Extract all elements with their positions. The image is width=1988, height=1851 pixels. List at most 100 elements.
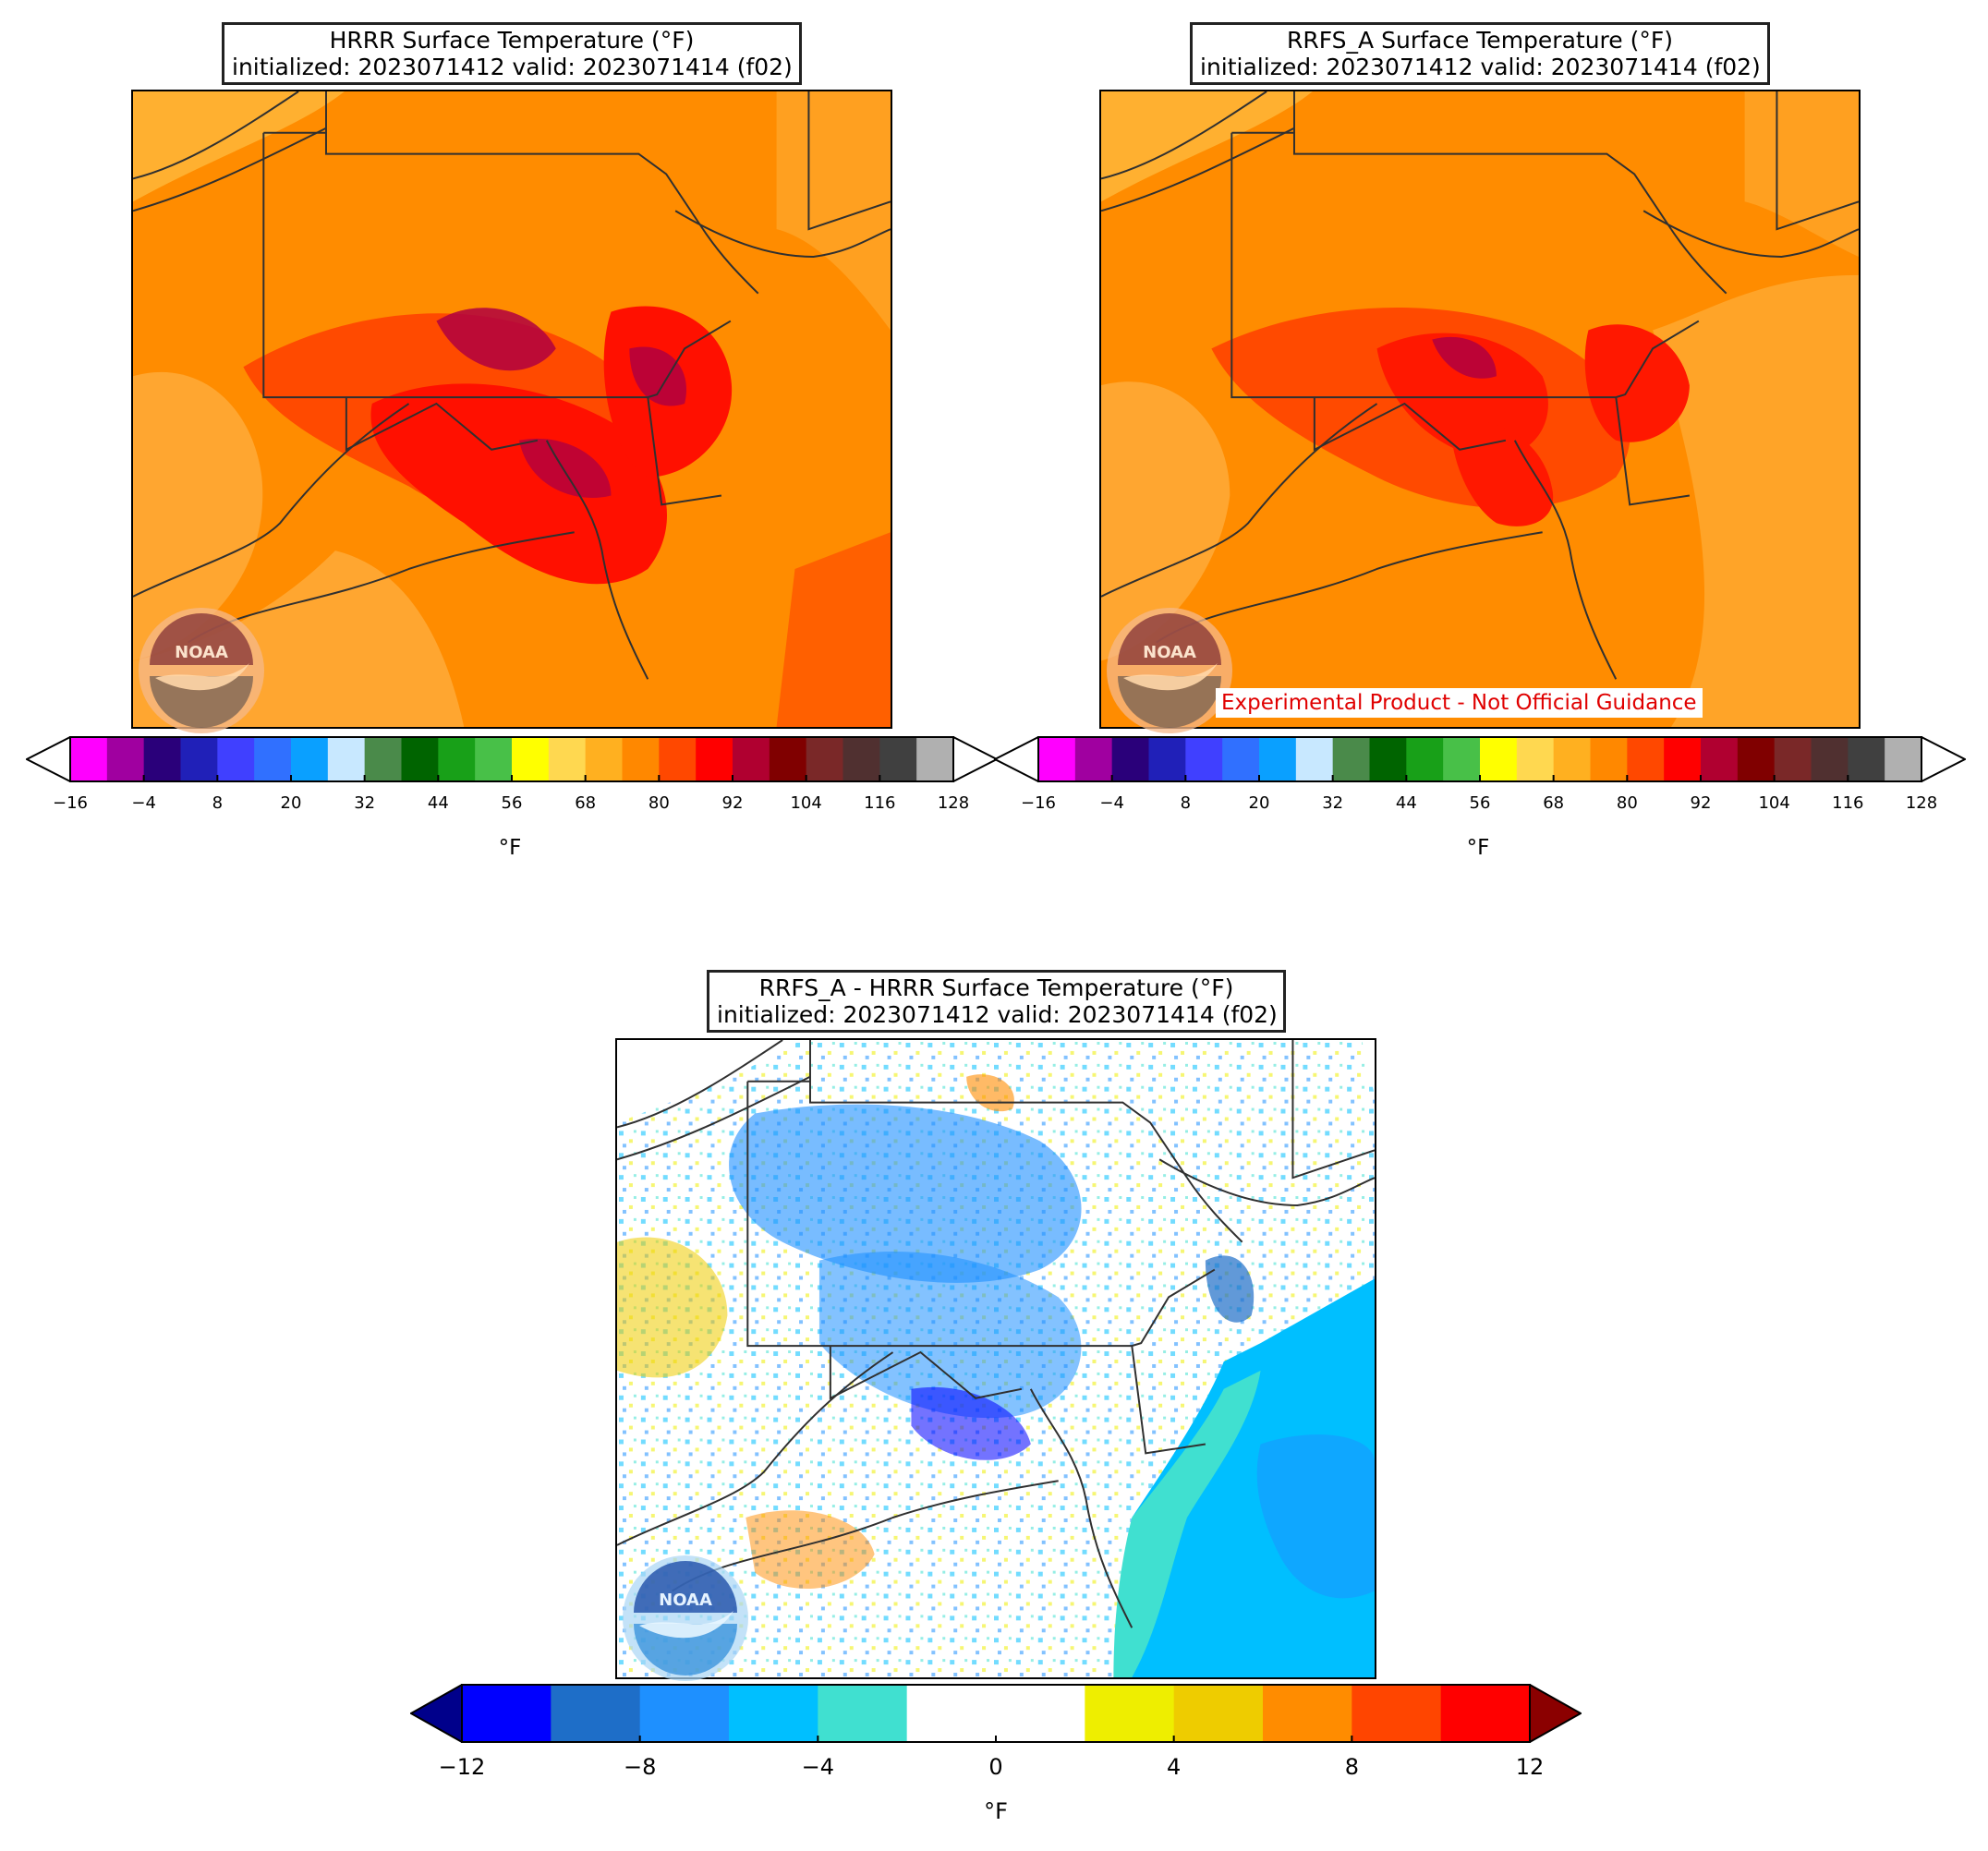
colorbar-segment xyxy=(327,737,366,781)
colorbar-segment xyxy=(1085,1685,1175,1742)
rrfs-title: RRFS_A Surface Temperature (°F) initiali… xyxy=(1190,22,1770,85)
colorbar-segment xyxy=(106,737,145,781)
colorbar-segment xyxy=(1885,737,1922,781)
colorbar-segment xyxy=(1185,737,1223,781)
colorbar-segment xyxy=(1664,737,1702,781)
colorbar-segment xyxy=(729,1685,818,1742)
noaa-logo-hrrr-text: NOAA xyxy=(175,643,228,662)
colorbar-segment xyxy=(1440,1685,1531,1742)
colorbar-segment xyxy=(1406,737,1444,781)
colorbar-segment xyxy=(1295,737,1334,781)
experimental-disclaimer: Experimental Product - Not Official Guid… xyxy=(1216,688,1703,718)
colorbar-segment xyxy=(1259,737,1297,781)
colorbar-segment xyxy=(585,737,624,781)
colorbar-segment xyxy=(1074,737,1113,781)
hrrr-colorbar: −16 −4 8 20 32 44 56 68 80 92 104 116 128 °F xyxy=(24,735,1000,860)
colorbar-tick-label: 92 xyxy=(1690,793,1712,813)
colorbar-segment xyxy=(818,1685,908,1742)
colorbar-segment xyxy=(217,737,255,781)
diff-map-svg xyxy=(617,1040,1375,1677)
colorbar-tick-label: 44 xyxy=(427,793,449,813)
colorbar-segment xyxy=(1480,737,1518,781)
colorbar-tick-label: 20 xyxy=(280,793,302,813)
colorbar-segment xyxy=(639,1685,730,1742)
colorbar-under-arrow xyxy=(24,735,71,783)
colorbar-segment xyxy=(291,737,329,781)
colorbar-segment xyxy=(438,737,476,781)
colorbar-tick-label: 92 xyxy=(721,793,744,813)
colorbar-under-arrow xyxy=(408,1683,463,1744)
colorbar-segment xyxy=(180,737,218,781)
rrfs-title-line1: RRFS_A Surface Temperature (°F) xyxy=(1287,27,1673,54)
colorbar-segment xyxy=(769,737,807,781)
colorbar-segment xyxy=(548,737,587,781)
colorbar-over-arrow xyxy=(1529,1683,1583,1744)
colorbar-tick-label: 8 xyxy=(212,793,224,813)
colorbar-tick-label: 104 xyxy=(1758,793,1790,813)
colorbar-segment xyxy=(996,1685,1085,1742)
colorbar-segment xyxy=(916,737,954,781)
colorbar-under-arrow xyxy=(992,735,1039,783)
colorbar-segment xyxy=(1811,737,1849,781)
rrfs-colorbar: −16 −4 8 20 32 44 56 68 80 92 104 116 128 °F xyxy=(992,735,1968,860)
colorbar-segment xyxy=(1553,737,1592,781)
colorbar-segment xyxy=(1737,737,1776,781)
colorbar-segment xyxy=(1701,737,1739,781)
colorbar-tick-label: 56 xyxy=(1469,793,1491,813)
colorbar-segment xyxy=(1369,737,1407,781)
colorbar-segment xyxy=(1332,737,1371,781)
colorbar-tick-label: 44 xyxy=(1395,793,1417,813)
hrrr-title: HRRR Surface Temperature (°F) initialize… xyxy=(222,22,802,85)
colorbar-tick-label: 0 xyxy=(988,1754,1003,1780)
colorbar-segment xyxy=(659,737,697,781)
diff-title-line1: RRFS_A - HRRR Surface Temperature (°F) xyxy=(758,974,1234,1001)
colorbar-segment xyxy=(906,1685,997,1742)
colorbar-segment xyxy=(1774,737,1812,781)
colorbar-over-arrow xyxy=(1921,735,1968,783)
colorbar-segment xyxy=(143,737,182,781)
hrrr-colorbar-ticks: −16 −4 8 20 32 44 56 68 80 92 104 116 128 xyxy=(26,782,998,813)
colorbar-segment xyxy=(551,1685,641,1742)
hrrr-title-line1: HRRR Surface Temperature (°F) xyxy=(329,27,695,54)
noaa-logo-rrfs: NOAA xyxy=(1107,608,1232,733)
diff-temperature-map xyxy=(615,1038,1376,1679)
colorbar-segment xyxy=(475,737,513,781)
colorbar-segment xyxy=(733,737,770,781)
colorbar-segment xyxy=(1038,737,1076,781)
hrrr-title-line2: initialized: 2023071412 valid: 202307141… xyxy=(232,54,793,80)
colorbar-tick-label: 56 xyxy=(501,793,523,813)
colorbar-segment xyxy=(462,1685,552,1742)
colorbar-tick-label: −16 xyxy=(1021,793,1056,813)
colorbar-tick-label: 68 xyxy=(1543,793,1565,813)
hrrr-map-svg xyxy=(133,91,891,727)
colorbar-segment xyxy=(1222,737,1260,781)
colorbar-tick-label: 80 xyxy=(1616,793,1638,813)
hrrr-colorbar-unit: °F xyxy=(498,836,522,860)
colorbar-segment xyxy=(1148,737,1186,781)
colorbar-segment xyxy=(622,737,660,781)
colorbar-segment xyxy=(1352,1685,1442,1742)
colorbar-tick-label: −16 xyxy=(53,793,88,813)
rrfs-colorbar-ticks: −16 −4 8 20 32 44 56 68 80 92 104 116 128 xyxy=(994,782,1966,813)
diff-colorbar-svg xyxy=(408,1683,1583,1744)
colorbar-segment xyxy=(401,737,439,781)
rrfs-title-line2: initialized: 2023071412 valid: 202307141… xyxy=(1200,54,1761,80)
noaa-logo-diff-text: NOAA xyxy=(659,1591,712,1610)
colorbar-tick-label: 20 xyxy=(1248,793,1270,813)
noaa-logo-diff: NOAA xyxy=(623,1555,748,1681)
diff-colorbar: −12 −8 −4 0 4 8 12 °F xyxy=(408,1683,1583,1832)
colorbar-tick-label: 104 xyxy=(790,793,822,813)
colorbar-segment xyxy=(512,737,550,781)
hrrr-temperature-map xyxy=(131,90,892,729)
colorbar-tick-label: 116 xyxy=(1832,793,1864,813)
colorbar-tick-label: 116 xyxy=(864,793,896,813)
colorbar-over-arrow xyxy=(952,735,1000,783)
colorbar-segment xyxy=(1263,1685,1352,1742)
colorbar-tick-label: 4 xyxy=(1167,1754,1182,1780)
colorbar-segment xyxy=(806,737,844,781)
colorbar-tick-label: 128 xyxy=(937,793,970,813)
colorbar-tick-label: −4 xyxy=(1099,793,1124,813)
colorbar-tick-label: −4 xyxy=(801,1754,835,1780)
colorbar-tick-label: 32 xyxy=(354,793,376,813)
diff-colorbar-unit: °F xyxy=(984,1798,1008,1824)
